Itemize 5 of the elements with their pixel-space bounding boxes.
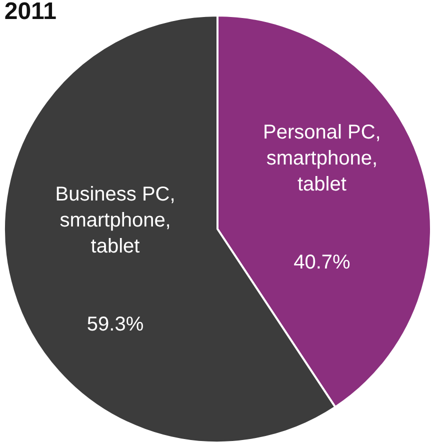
data-label: 40.7% [294, 252, 351, 274]
data-label: 59.3% [86, 314, 144, 336]
slice-label: Business PC, smartphone, tablet [55, 184, 176, 258]
chart-title: 2011 [4, 0, 56, 26]
slice-label: Personal PC, smartphone, tablet [263, 122, 381, 196]
